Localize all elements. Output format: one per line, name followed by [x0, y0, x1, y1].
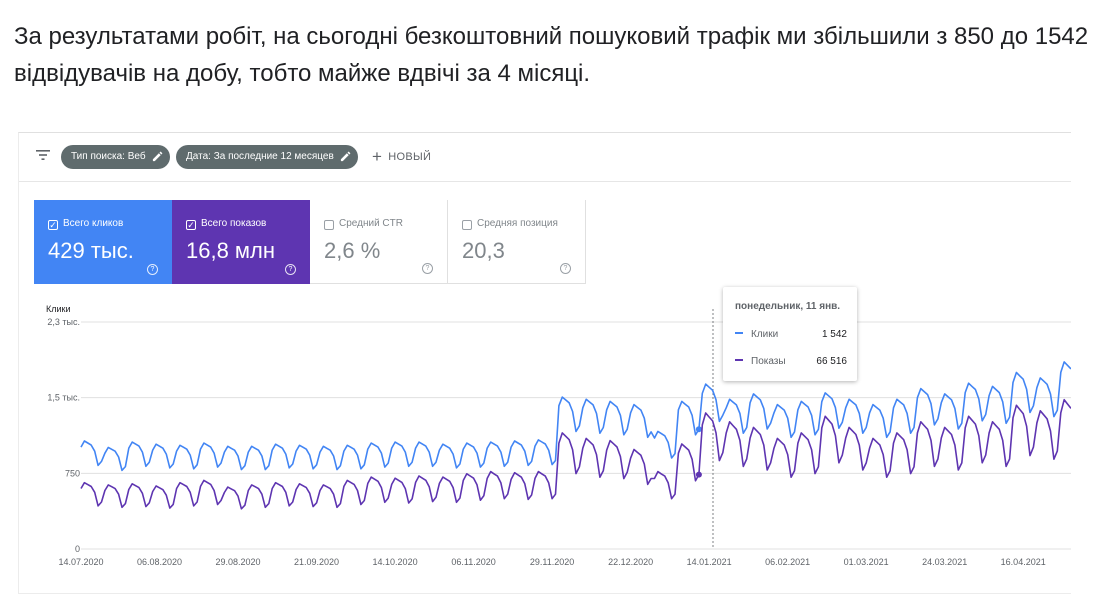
metric-card-position[interactable]: Средняя позиция 20,3 ? [448, 200, 586, 284]
pencil-icon[interactable] [152, 151, 163, 162]
x-tick-label: 16.04.2021 [1001, 557, 1046, 567]
x-tick-label: 24.03.2021 [922, 557, 967, 567]
x-tick-label: 06.08.2020 [137, 557, 182, 567]
clicks-series-line[interactable] [80, 361, 1071, 472]
hover-point [695, 426, 702, 433]
metric-label: Всего показов [201, 218, 267, 229]
performance-chart[interactable]: Клики 2,3 тыс. 1,5 тыс. 750 0 14.07.2020 06.… [19, 133, 1071, 593]
metric-card-clicks[interactable]: ✓ Всего кликов 429 тыс. ? [34, 200, 172, 284]
y-tick-label: 0 [75, 544, 80, 554]
x-tick-label: 01.03.2021 [844, 557, 889, 567]
search-type-chip-label: Тип поиска: Веб [71, 151, 146, 162]
metric-label: Всего кликов [63, 218, 124, 229]
metric-value: 2,6 % [324, 238, 381, 263]
x-tick-label: 29.11.2020 [530, 557, 574, 567]
tooltip-row-clicks: Клики 1 542 [735, 329, 847, 340]
tooltip-value: 1 542 [821, 329, 847, 340]
metric-card-impressions[interactable]: ✓ Всего показов 16,8 млн ? [172, 200, 310, 284]
x-tick-label: 21.09.2020 [294, 557, 339, 567]
tooltip-label: Клики [751, 329, 779, 340]
y-tick-label: 750 [65, 468, 80, 478]
checkbox-unchecked-icon[interactable] [324, 220, 334, 230]
metric-value: 429 тыс. [48, 238, 134, 263]
y-tick-label: 1,5 тыс. [47, 393, 80, 403]
checkbox-checked-icon[interactable]: ✓ [186, 220, 196, 230]
x-tick-label: 06.11.2020 [451, 557, 495, 567]
y-axis-title: Клики [46, 304, 71, 314]
search-type-chip[interactable]: Тип поиска: Веб [61, 145, 170, 169]
x-tick-label: 22.12.2020 [608, 557, 653, 567]
tooltip-row-impressions: Показы 66 516 [735, 356, 847, 367]
help-icon[interactable]: ? [147, 264, 158, 275]
impressions-series-line[interactable] [80, 398, 1071, 510]
date-range-chip-label: Дата: За последние 12 месяцев [186, 151, 334, 162]
intro-text: За результатами робіт, на сьогодні безко… [14, 23, 1089, 87]
metric-value: 16,8 млн [186, 238, 276, 263]
tooltip-value: 66 516 [816, 356, 847, 367]
metric-card-ctr[interactable]: Средний CTR 2,6 % ? [310, 200, 448, 284]
y-tick-label: 2,3 тыс. [47, 317, 80, 327]
search-performance-panel: Тип поиска: Веб Дата: За последние 12 ме… [18, 132, 1071, 594]
pencil-icon[interactable] [340, 151, 351, 162]
x-tick-label: 14.01.2021 [687, 557, 732, 567]
plus-icon: + [372, 147, 383, 166]
help-icon[interactable]: ? [422, 263, 433, 274]
tooltip-label: Показы [751, 356, 786, 367]
chart-tooltip: понедельник, 11 янв. Клики 1 542 Показы … [723, 287, 857, 381]
filter-lines-icon[interactable] [35, 148, 51, 162]
x-tick-label: 14.10.2020 [373, 557, 418, 567]
x-tick-label: 06.02.2021 [765, 557, 810, 567]
date-range-chip[interactable]: Дата: За последние 12 месяцев [176, 145, 358, 169]
metric-label: Средняя позиция [477, 218, 558, 229]
x-tick-label: 29.08.2020 [216, 557, 261, 567]
checkbox-checked-icon[interactable]: ✓ [48, 220, 58, 230]
help-icon[interactable]: ? [560, 263, 571, 274]
metric-value: 20,3 [462, 238, 505, 263]
filter-bar: Тип поиска: Веб Дата: За последние 12 ме… [19, 133, 1071, 182]
metric-label: Средний CTR [339, 218, 403, 229]
legend-swatch [735, 332, 743, 334]
new-filter-button[interactable]: + НОВЫЙ [372, 145, 431, 169]
hover-point [695, 471, 702, 478]
x-tick-label: 14.07.2020 [58, 557, 103, 567]
checkbox-unchecked-icon[interactable] [462, 220, 472, 230]
help-icon[interactable]: ? [285, 264, 296, 275]
tooltip-date: понедельник, 11 янв. [735, 301, 841, 312]
legend-swatch [735, 359, 743, 361]
new-filter-label: НОВЫЙ [388, 151, 432, 163]
